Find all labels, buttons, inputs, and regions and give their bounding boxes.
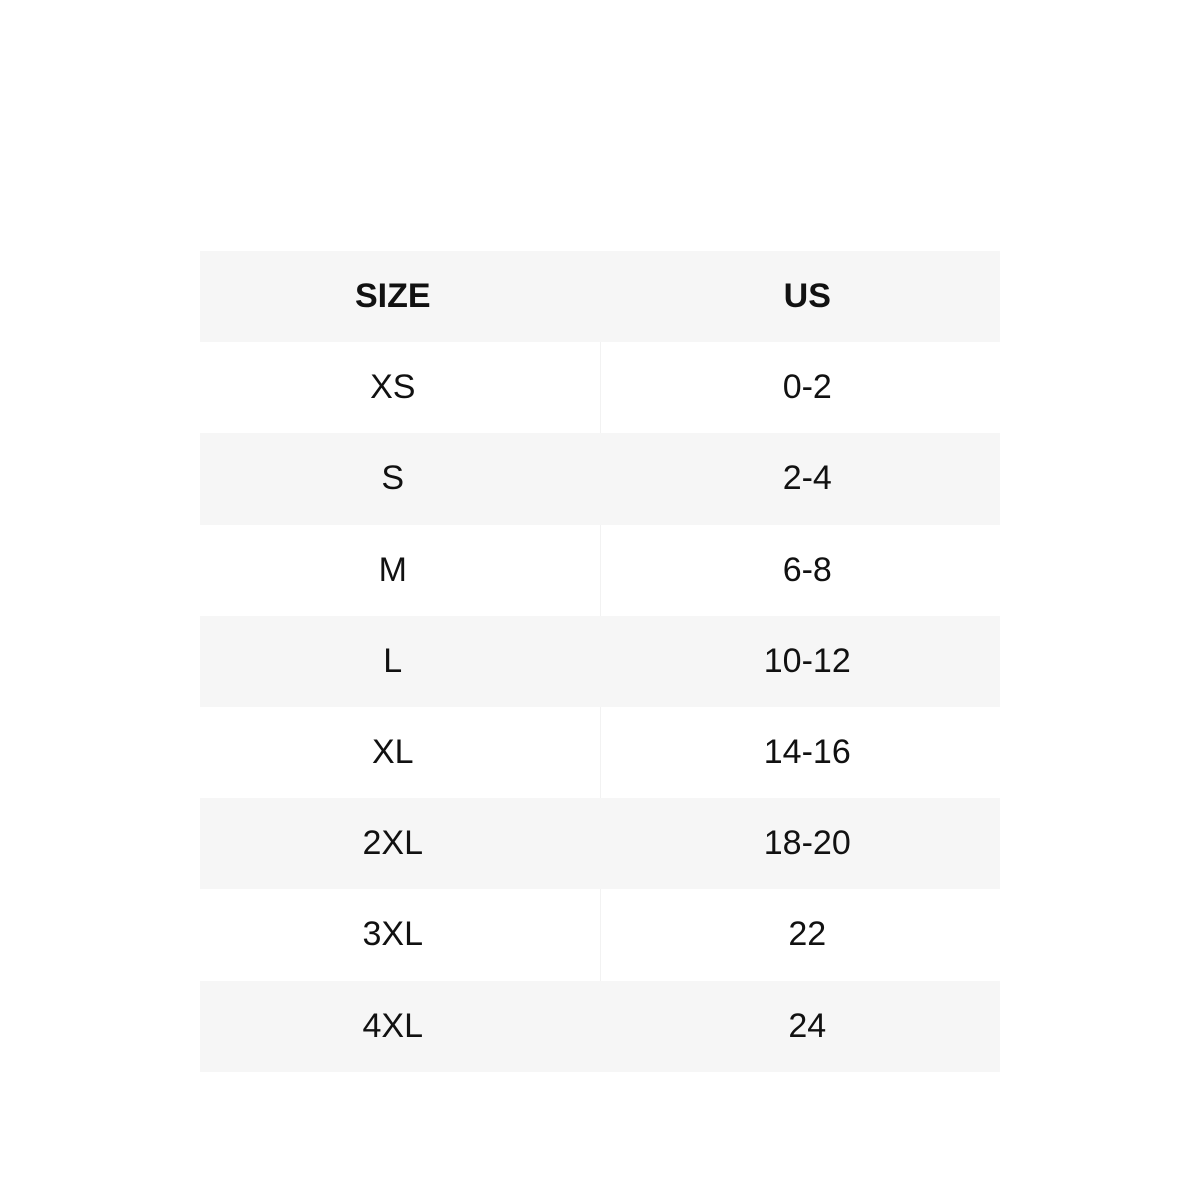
- size-cell: 2XL: [200, 798, 600, 889]
- us-value: 2-4: [782, 459, 832, 498]
- size-value: M: [378, 550, 407, 589]
- us-size-cell: 2-4: [599, 433, 1000, 525]
- size-cell: L: [200, 616, 600, 707]
- us-value: 10-12: [763, 641, 851, 680]
- us-size-cell: 18-20: [599, 798, 1000, 890]
- size-value: XS: [370, 368, 416, 407]
- table-row: 4XL 24: [200, 980, 1000, 1072]
- size-cell: 4XL: [200, 981, 600, 1072]
- size-cell: 3XL: [200, 889, 600, 980]
- us-value: 24: [788, 1006, 827, 1045]
- size-chart-table: SIZE US XS 0-2 S 2-4 M 6-8 L 10-12 XL 14-16 2XL 18-…: [200, 251, 1000, 1072]
- us-size-cell: 14-16: [599, 706, 1000, 799]
- us-size-cell: 10-12: [599, 615, 1000, 707]
- table-row: L 10-12: [200, 615, 1000, 707]
- table-row: 3XL 22: [200, 889, 1000, 981]
- table-row: 2XL 18-20: [200, 798, 1000, 890]
- us-size-cell: 24: [599, 980, 1000, 1072]
- size-value: L: [383, 641, 403, 680]
- header-size-label: SIZE: [354, 277, 431, 316]
- size-cell: M: [200, 525, 600, 616]
- header-size: SIZE: [200, 251, 600, 342]
- size-value: 3XL: [362, 915, 424, 954]
- header-us: US: [599, 251, 1000, 343]
- us-value: 22: [788, 915, 827, 954]
- size-cell: XS: [200, 342, 600, 433]
- table-row: M 6-8: [200, 524, 1000, 616]
- us-size-cell: 22: [599, 889, 1000, 981]
- header-us-label: US: [783, 277, 831, 316]
- size-value: 4XL: [362, 1006, 424, 1045]
- size-value: 2XL: [362, 824, 424, 863]
- table-header-row: SIZE US: [200, 251, 1000, 343]
- table-row: XL 14-16: [200, 706, 1000, 799]
- size-cell: S: [200, 433, 600, 524]
- us-value: 18-20: [763, 824, 851, 863]
- size-cell: XL: [200, 707, 600, 798]
- us-value: 0-2: [782, 368, 832, 407]
- us-value: 14-16: [763, 733, 851, 772]
- us-size-cell: 0-2: [599, 342, 1000, 434]
- table-row: XS 0-2: [200, 342, 1000, 434]
- size-value: S: [381, 459, 405, 498]
- us-size-cell: 6-8: [599, 524, 1000, 616]
- table-row: S 2-4: [200, 433, 1000, 525]
- us-value: 6-8: [782, 550, 832, 589]
- size-value: XL: [371, 733, 414, 772]
